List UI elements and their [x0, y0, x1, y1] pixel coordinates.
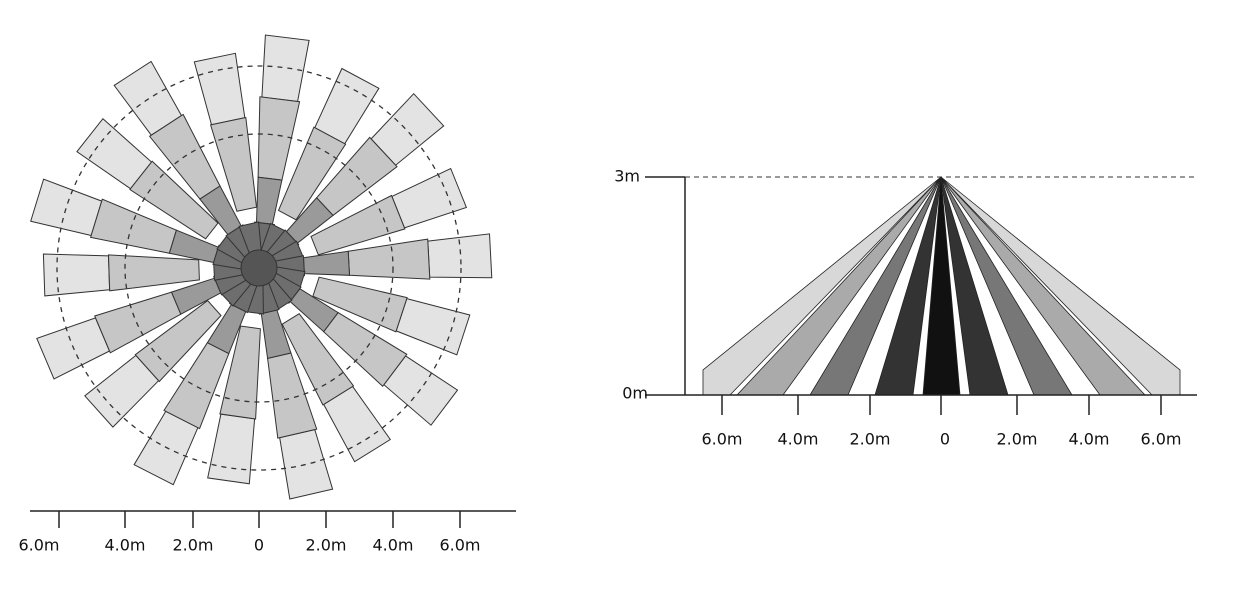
zone: [310, 194, 406, 256]
axis-label: 4.0m: [104, 536, 145, 555]
zone: [257, 96, 301, 181]
axis-label: 4.0m: [1068, 430, 1109, 449]
zone: [219, 325, 261, 420]
range-circle: [124, 133, 394, 403]
zone: [347, 238, 431, 280]
zone: [261, 34, 310, 103]
axis-label: 4.0m: [372, 536, 413, 555]
sensor: [240, 249, 278, 287]
zone: [279, 429, 334, 500]
range-circle: [56, 65, 462, 471]
zone: [129, 160, 219, 240]
zone: [255, 176, 283, 225]
axis-label: 4.0m: [777, 430, 818, 449]
side-view-pattern: [702, 176, 1181, 396]
axis-label: 2.0m: [849, 430, 890, 449]
axis-label: 6.0m: [1140, 430, 1181, 449]
axis-label: 6.0m: [701, 430, 742, 449]
height-label: 0m: [622, 384, 648, 403]
zone: [30, 178, 103, 237]
top-view-pattern: [30, 34, 493, 500]
zone: [277, 126, 347, 221]
axis-label: 0: [254, 536, 264, 555]
axis-label: 0: [940, 430, 950, 449]
zone: [427, 233, 493, 279]
zone: [134, 299, 222, 383]
beam: [922, 176, 961, 396]
zone: [42, 253, 111, 297]
zone: [395, 297, 471, 356]
axis-label: 2.0m: [305, 536, 346, 555]
zone: [260, 309, 292, 360]
zone: [302, 250, 351, 276]
axis-label: 2.0m: [996, 430, 1037, 449]
axis-label: 6.0m: [18, 536, 59, 555]
zone: [281, 313, 355, 406]
height-label: 3m: [614, 167, 640, 186]
zone: [207, 413, 256, 485]
zone: [107, 254, 200, 292]
zone: [391, 167, 468, 229]
axis-label: 6.0m: [439, 536, 480, 555]
zone: [193, 52, 246, 126]
axis-label: 2.0m: [172, 536, 213, 555]
zone: [209, 116, 258, 212]
zone: [168, 229, 219, 264]
